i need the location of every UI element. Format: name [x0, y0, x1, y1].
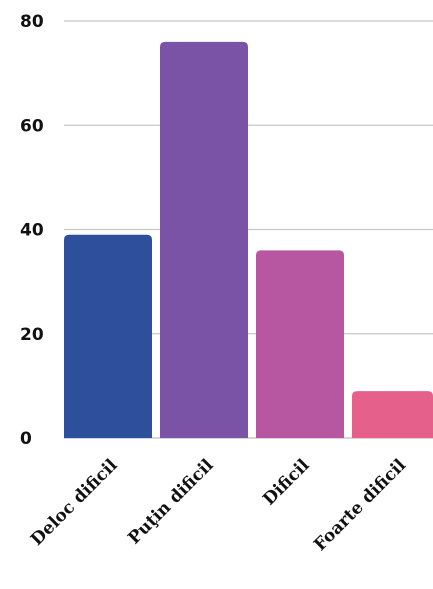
y-tick-label-0: 0 [20, 429, 32, 449]
x-axis-tick-labels: Deloc dificil Puţin dificil DificilFoarte … [27, 455, 410, 555]
x-tick-label-foarte-dificil: Foarte dificil [310, 455, 410, 555]
x-tick-label-pu-in-dificil: Puţin dificil [124, 455, 218, 549]
y-tick-label-60: 60 [20, 116, 44, 136]
x-tick-label-deloc-dificil: Deloc dificil [27, 455, 122, 550]
bar-dificil [256, 250, 344, 438]
x-tick-label-dificil: Dificil [259, 455, 314, 510]
bar-pu-in-dificil [160, 41, 248, 438]
bars [64, 41, 433, 438]
bar-deloc-dificil [64, 234, 152, 438]
y-axis-tick-labels: 0 20 40 60 80 [20, 12, 44, 449]
y-tick-label-80: 80 [20, 12, 44, 32]
bar-foarte-dificil [352, 391, 433, 438]
y-tick-label-40: 40 [20, 221, 44, 241]
y-tick-label-20: 20 [20, 325, 44, 345]
